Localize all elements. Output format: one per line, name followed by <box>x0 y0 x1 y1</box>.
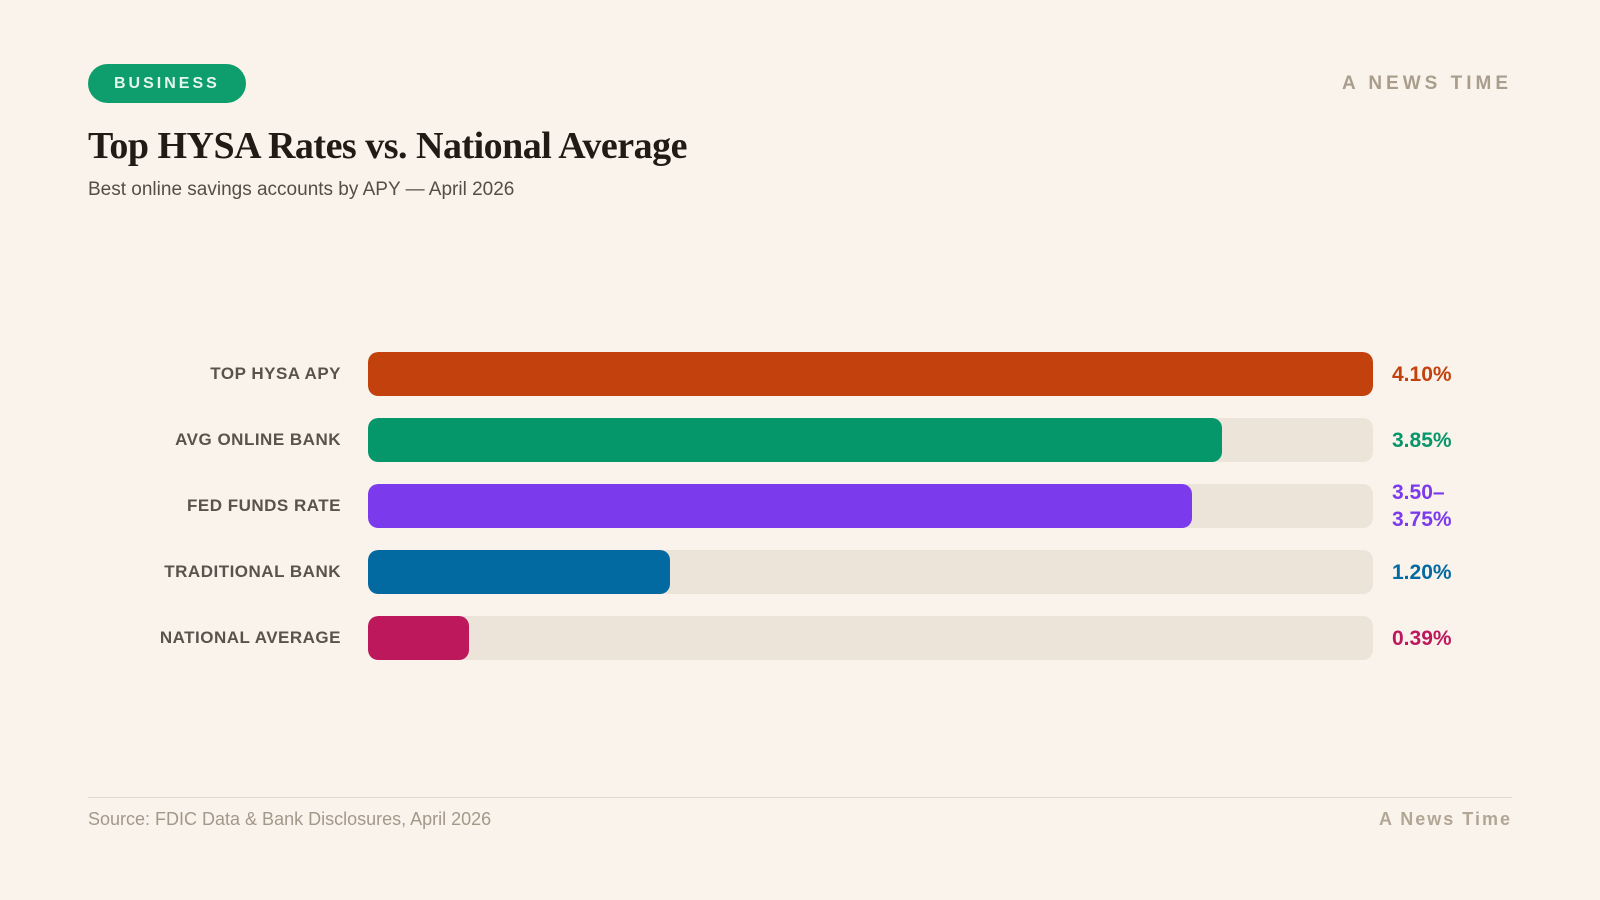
bar-label: NATIONAL AVERAGE <box>159 628 341 647</box>
bar-value: 0.39% <box>1392 626 1452 650</box>
bar-fill <box>368 616 469 660</box>
bar-row-avg-online-bank: AVG ONLINE BANK 3.85% <box>88 418 1512 462</box>
page-title: Top HYSA Rates vs. National Average <box>88 125 687 167</box>
bar-row-top-hysa: TOP HYSA APY 4.10% <box>88 352 1512 396</box>
bar-row-traditional-bank: TRADITIONAL BANK 1.20% <box>88 550 1512 594</box>
footer-row: Source: FDIC Data & Bank Disclosures, Ap… <box>88 809 1512 830</box>
category-badge-label: BUSINESS <box>114 75 220 92</box>
bar-fill <box>368 352 1373 396</box>
bar-value: 3.85% <box>1392 428 1452 452</box>
bar-label: TOP HYSA APY <box>210 364 341 383</box>
bar-track <box>368 616 1373 660</box>
bar-row-fed-funds-rate: FED FUNDS RATE 3.50– 3.75% <box>88 481 1512 531</box>
bar-value: 4.10% <box>1392 362 1452 386</box>
bar-track <box>368 550 1373 594</box>
bar-value: 3.50– 3.75% <box>1392 481 1452 531</box>
bar-chart: TOP HYSA APY 4.10% AVG ONLINE BANK 3.85%… <box>88 352 1512 660</box>
footer: Source: FDIC Data & Bank Disclosures, Ap… <box>88 797 1512 830</box>
brand-masthead: A NEWS TIME <box>1342 73 1512 94</box>
bar-label: FED FUNDS RATE <box>186 496 341 515</box>
bar-fill <box>368 550 670 594</box>
footer-brand: A News Time <box>1378 809 1512 829</box>
bar-track <box>368 418 1373 462</box>
bar-track <box>368 484 1373 528</box>
bar-row-national-average: NATIONAL AVERAGE 0.39% <box>88 616 1512 660</box>
header: BUSINESS A NEWS TIME Top HYSA Rates vs. … <box>88 64 1512 201</box>
bar-track <box>368 352 1373 396</box>
category-badge: BUSINESS <box>88 64 246 103</box>
bar-label: AVG ONLINE BANK <box>175 430 341 449</box>
source-credit: Source: FDIC Data & Bank Disclosures, Ap… <box>88 809 492 829</box>
bar-label: TRADITIONAL BANK <box>164 562 341 581</box>
bar-value: 1.20% <box>1392 560 1452 584</box>
footer-divider <box>88 797 1512 798</box>
page-subtitle: Best online savings accounts by APY — Ap… <box>88 179 515 200</box>
bar-fill <box>368 418 1223 462</box>
bar-fill <box>368 484 1193 528</box>
